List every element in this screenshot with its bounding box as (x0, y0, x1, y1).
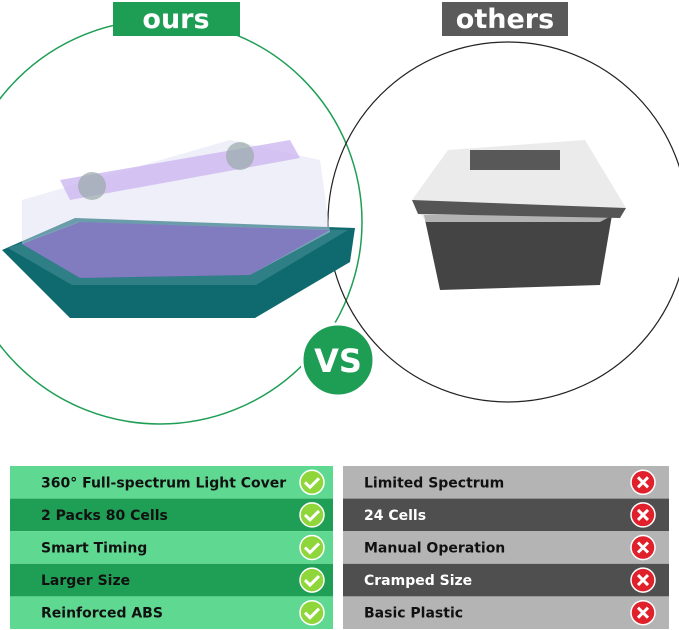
ours-feature: Smart Timing (41, 541, 147, 557)
check-icon (299, 567, 325, 593)
ours-feature: 360° Full-spectrum Light Cover (41, 475, 286, 491)
cross-mark (636, 541, 650, 554)
others-feature: Manual Operation (364, 541, 505, 557)
others-row (343, 498, 669, 532)
check-mark (303, 477, 321, 490)
ours-feature: 2 Packs 80 Cells (41, 508, 168, 524)
ours-feature: Reinforced ABS (41, 606, 163, 622)
others-product (412, 140, 626, 290)
check-icon (299, 502, 325, 528)
check-mark (303, 542, 321, 555)
cross-mark (636, 508, 650, 521)
vs-label: VS (314, 342, 362, 380)
others-label: others (456, 4, 554, 35)
check-mark (303, 607, 321, 620)
others-circle (327, 41, 679, 403)
check-icon (299, 534, 325, 561)
others-row (343, 596, 669, 629)
ours-tag (113, 2, 240, 36)
ours-feature: Larger Size (41, 573, 130, 589)
ours-label: ours (142, 4, 209, 35)
others-tag (442, 2, 568, 36)
cross-mark (636, 476, 650, 489)
ours-product (2, 140, 355, 318)
ours-row (10, 498, 333, 532)
others-row (343, 563, 669, 597)
ours-row (10, 563, 333, 597)
others-feature: Limited Spectrum (364, 475, 504, 491)
ours-row (10, 596, 333, 629)
others-row (343, 531, 669, 564)
others-feature: 24 Cells (364, 508, 426, 524)
vs-badge (300, 322, 376, 398)
cross-mark (636, 574, 650, 587)
check-mark (303, 575, 321, 588)
others-row (343, 466, 669, 499)
ours-row (10, 531, 333, 564)
check-mark (303, 509, 321, 523)
others-feature: Cramped Size (364, 573, 472, 589)
check-icon (299, 469, 325, 496)
others-feature: Basic Plastic (364, 606, 463, 622)
ours-row (10, 466, 333, 499)
cross-mark (636, 606, 650, 619)
check-icon (299, 599, 325, 626)
